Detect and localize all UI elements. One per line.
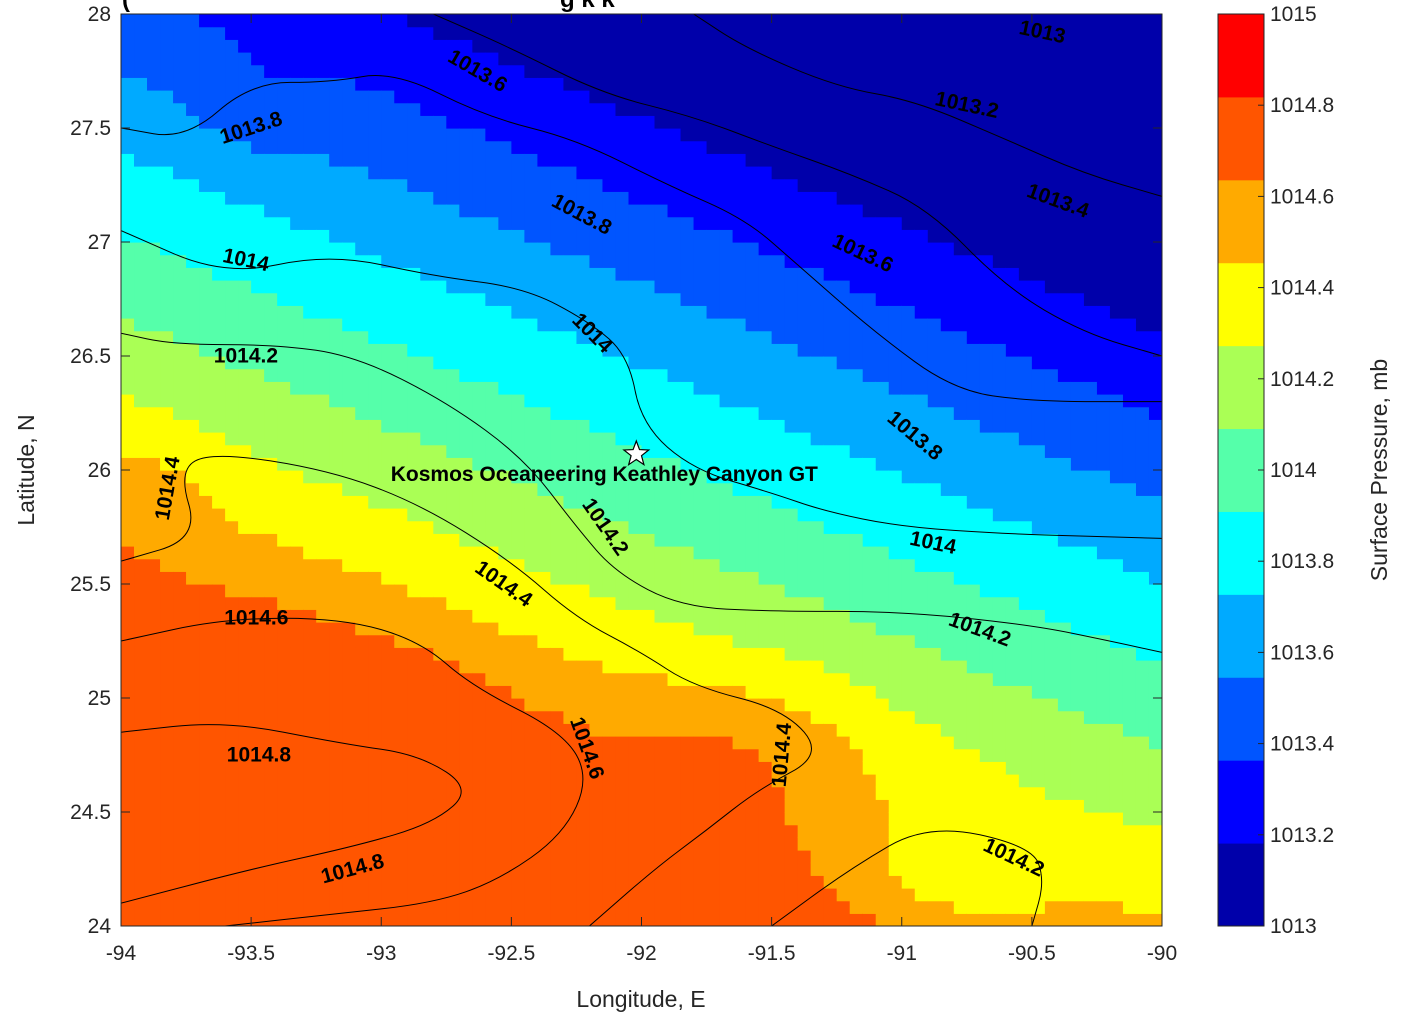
x-tick-label: -93 bbox=[366, 942, 396, 965]
contour-label: 1014.2 bbox=[214, 345, 278, 368]
contour-line bbox=[771, 830, 1043, 926]
colorbar-swatch bbox=[1218, 14, 1264, 98]
colorbar-swatch bbox=[1218, 345, 1264, 430]
colorbar-tick-label: 1014.4 bbox=[1270, 277, 1335, 300]
x-tick-label: -92 bbox=[626, 942, 656, 965]
x-axis-label: Longitude, E bbox=[576, 986, 705, 1012]
colorbar-tick-label: 1014.8 bbox=[1270, 94, 1334, 117]
y-axis: 24 24.5 25 25.5 26 26.5 27 27.5 28 bbox=[70, 3, 1162, 938]
x-tick-label: -92.5 bbox=[487, 942, 535, 965]
contour-line bbox=[121, 455, 812, 926]
x-tick-label: -91 bbox=[887, 942, 917, 965]
contour-line bbox=[121, 75, 1162, 403]
colorbar-tick-label: 1013.6 bbox=[1270, 641, 1334, 664]
colorbar-swatch bbox=[1218, 262, 1264, 347]
contour-line bbox=[121, 617, 584, 926]
x-tick-label: -91.5 bbox=[748, 942, 796, 965]
colorbar-swatch bbox=[1218, 511, 1264, 595]
contour-line bbox=[693, 14, 1162, 197]
colorbar-swatch bbox=[1218, 428, 1264, 512]
colorbar-tick-label: 1013.4 bbox=[1270, 733, 1335, 756]
site-label: Kosmos Oceaneering Keathley Canyon GT bbox=[391, 463, 818, 486]
colorbar-tick-label: 1013.2 bbox=[1270, 824, 1334, 847]
y-tick-label: 24.5 bbox=[70, 801, 111, 824]
y-tick-label: 26.5 bbox=[70, 345, 111, 368]
colorbar-tick-label: 1014.6 bbox=[1270, 185, 1334, 208]
y-tick-label: 24 bbox=[88, 915, 112, 938]
chart-title: ( bbox=[122, 0, 130, 13]
colorbar-swatch bbox=[1218, 96, 1264, 181]
chart-title-fragment: g k k bbox=[560, 0, 615, 13]
site-star-icon bbox=[622, 439, 651, 466]
colorbar-swatch bbox=[1218, 760, 1264, 844]
colorbar-swatch bbox=[1218, 677, 1264, 761]
y-tick-label: 27.5 bbox=[70, 117, 111, 140]
colorbar: 1013 1013.2 1013.4 1013.6 1013.8 1014 1014.2 10… bbox=[1217, 3, 1335, 938]
colorbar-swatch bbox=[1218, 843, 1264, 927]
contour-label: 1014.4 bbox=[768, 722, 797, 788]
contour-line bbox=[121, 332, 1162, 653]
colorbar-tick-label: 1015 bbox=[1270, 3, 1317, 26]
contour-label: 1014.6 bbox=[224, 607, 288, 630]
colorbar-tick-label: 1013 bbox=[1270, 915, 1317, 938]
x-tick-label: -90.5 bbox=[1008, 942, 1056, 965]
filled-contours bbox=[121, 14, 1162, 926]
x-tick-label: -90 bbox=[1147, 942, 1177, 965]
contour-line bbox=[121, 724, 462, 904]
contour-label: 1014.8 bbox=[227, 744, 292, 767]
contour-line bbox=[433, 14, 1162, 357]
plot-area: 10131013.21013.41013.61013.61013.81013.8… bbox=[121, 14, 1162, 926]
x-axis: -94 -93.5 -93 -92.5 -92 -91.5 -91 -90.5 -90 bbox=[106, 14, 1177, 965]
colorbar-swatch bbox=[1218, 179, 1264, 264]
colorbar-tick-label: 1014 bbox=[1270, 459, 1317, 482]
y-tick-label: 25 bbox=[88, 687, 111, 710]
x-tick-label: -94 bbox=[106, 942, 137, 965]
y-axis-label: Latitude, N bbox=[13, 414, 39, 525]
y-tick-label: 28 bbox=[88, 3, 111, 26]
contour-line bbox=[121, 230, 1162, 539]
colorbar-tick-label: 1013.8 bbox=[1270, 550, 1334, 573]
contour-lines bbox=[121, 14, 1162, 926]
colorbar-swatch bbox=[1218, 594, 1264, 678]
y-tick-label: 25.5 bbox=[70, 573, 111, 596]
colorbar-tick-label: 1014.2 bbox=[1270, 368, 1334, 391]
x-tick-label: -93.5 bbox=[227, 942, 275, 965]
y-tick-label: 26 bbox=[88, 459, 111, 482]
colorbar-label: Surface Pressure, mb bbox=[1366, 359, 1392, 581]
y-tick-label: 27 bbox=[88, 231, 111, 254]
